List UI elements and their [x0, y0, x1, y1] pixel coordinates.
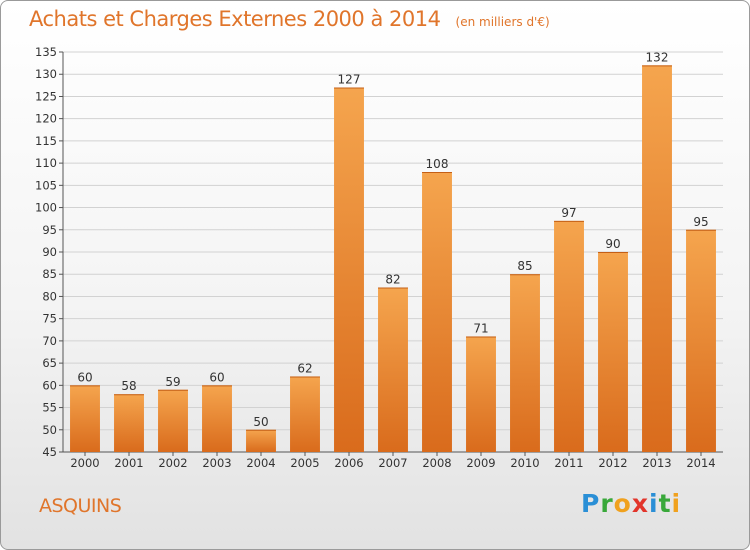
logo-letter: x — [631, 489, 649, 518]
bar — [114, 394, 144, 452]
x-tick-label: 2000 — [70, 456, 99, 470]
logo-letter: i — [671, 489, 682, 518]
bar — [642, 65, 672, 452]
x-tick-label: 2008 — [422, 456, 451, 470]
y-tick-label: 65 — [42, 356, 57, 370]
logo-letter: P — [581, 489, 601, 518]
y-tick-label: 110 — [35, 156, 57, 170]
bar — [422, 172, 452, 452]
bar — [598, 252, 628, 452]
bar — [158, 389, 188, 452]
data-label: 90 — [605, 237, 620, 251]
data-label: 95 — [693, 215, 708, 229]
bar — [510, 274, 540, 452]
data-label: 60 — [77, 370, 92, 384]
data-label: 50 — [253, 415, 268, 429]
y-tick-label: 130 — [35, 67, 57, 81]
chart-title: Achats et Charges Externes 2000 à 2014 — [29, 7, 441, 31]
bar — [246, 429, 276, 452]
y-tick-label: 80 — [42, 289, 57, 303]
logo-letter: o — [613, 489, 632, 518]
data-label: 132 — [646, 50, 669, 64]
y-tick-label: 95 — [42, 223, 57, 237]
data-label: 97 — [561, 206, 576, 220]
x-tick-label: 2003 — [202, 456, 231, 470]
logo-letter: r — [600, 489, 614, 518]
x-tick-label: 2013 — [642, 456, 671, 470]
x-tick-label: 2010 — [510, 456, 539, 470]
y-tick-label: 100 — [35, 201, 57, 215]
x-tick-label: 2001 — [114, 456, 143, 470]
bar — [554, 220, 584, 452]
x-tick-label: 2011 — [554, 456, 583, 470]
data-label: 71 — [473, 321, 488, 335]
y-tick-label: 115 — [35, 134, 57, 148]
bar — [378, 287, 408, 452]
x-tick-label: 2012 — [598, 456, 627, 470]
bar — [202, 385, 232, 452]
y-tick-label: 50 — [42, 423, 57, 437]
data-label: 82 — [385, 273, 400, 287]
y-tick-label: 125 — [35, 89, 57, 103]
bar — [686, 229, 716, 452]
chart-subtitle: (en milliers d'€) — [455, 15, 550, 29]
x-tick-label: 2007 — [378, 456, 407, 470]
data-label: 58 — [121, 379, 136, 393]
bar — [466, 336, 496, 452]
proxiti-logo: Proxiti — [581, 489, 681, 518]
y-tick-label: 135 — [35, 45, 57, 59]
data-label: 108 — [426, 157, 449, 171]
y-tick-label: 55 — [42, 401, 57, 415]
y-tick-label: 75 — [42, 312, 57, 326]
x-tick-label: 2009 — [466, 456, 495, 470]
y-tick-label: 85 — [42, 267, 57, 281]
x-tick-label: 2004 — [246, 456, 275, 470]
y-tick-label: 60 — [42, 378, 57, 392]
town-name: ASQUINS — [39, 495, 122, 517]
data-label: 59 — [165, 375, 180, 389]
data-label: 60 — [209, 370, 224, 384]
bar — [290, 376, 320, 452]
bar — [70, 385, 100, 452]
x-tick-label: 2006 — [334, 456, 363, 470]
title-row: Achats et Charges Externes 2000 à 2014 (… — [29, 7, 550, 31]
y-tick-label: 45 — [42, 445, 57, 459]
x-tick-label: 2005 — [290, 456, 319, 470]
logo-letter: i — [649, 489, 659, 518]
y-tick-label: 120 — [35, 112, 57, 126]
data-label: 85 — [517, 259, 532, 273]
data-label: 62 — [297, 361, 312, 375]
y-tick-label: 105 — [35, 178, 57, 192]
y-tick-label: 70 — [42, 334, 57, 348]
x-tick-label: 2014 — [686, 456, 715, 470]
data-label: 127 — [338, 73, 361, 87]
logo-letter: t — [658, 489, 672, 518]
x-tick-label: 2002 — [158, 456, 187, 470]
bar — [334, 87, 364, 453]
y-tick-label: 90 — [42, 245, 57, 259]
